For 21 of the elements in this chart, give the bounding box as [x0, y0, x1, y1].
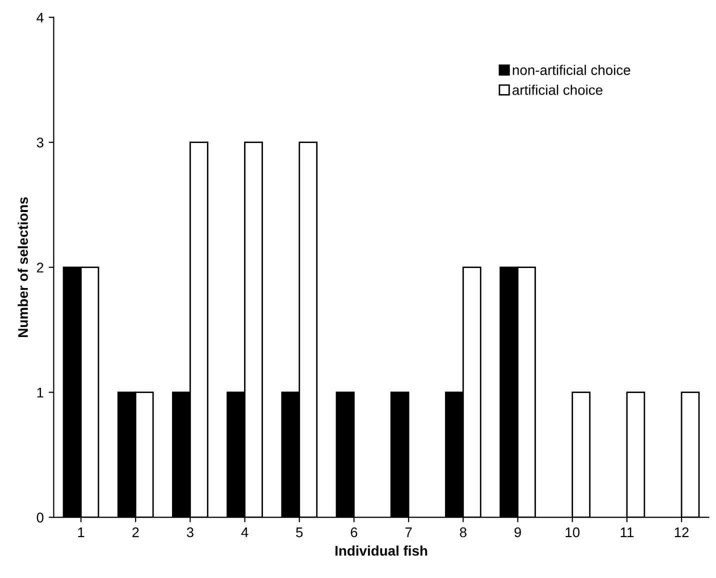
x-tick-label: 6: [350, 527, 358, 538]
x-tick-label: 4: [241, 528, 248, 538]
x-tick-label: 9: [514, 527, 521, 538]
legend-label: artificial choice: [512, 84, 602, 95]
legend-label: non-artificial choice: [512, 64, 630, 76]
y-tick-label: 3: [36, 138, 44, 148]
x-tick-label: 1: [78, 528, 84, 538]
x-tick-label: 10: [566, 527, 580, 538]
x-tick-label: 3: [186, 527, 194, 538]
x-axis-title: Individual fish: [336, 546, 428, 556]
x-tick-label: 11: [620, 528, 634, 538]
x-tick-label: 2: [132, 527, 139, 538]
y-tick-label: 0: [36, 512, 44, 522]
y-axis-title: Number of selections: [18, 197, 28, 338]
y-tick-label: 1: [37, 388, 44, 398]
x-tick-label: 8: [460, 527, 466, 538]
x-tick-label: 5: [296, 528, 303, 538]
y-tick-label: 2: [36, 262, 44, 272]
x-tick-label: 12: [674, 527, 689, 538]
y-tick-label: 4: [36, 12, 44, 22]
x-tick-label: 7: [405, 528, 412, 538]
